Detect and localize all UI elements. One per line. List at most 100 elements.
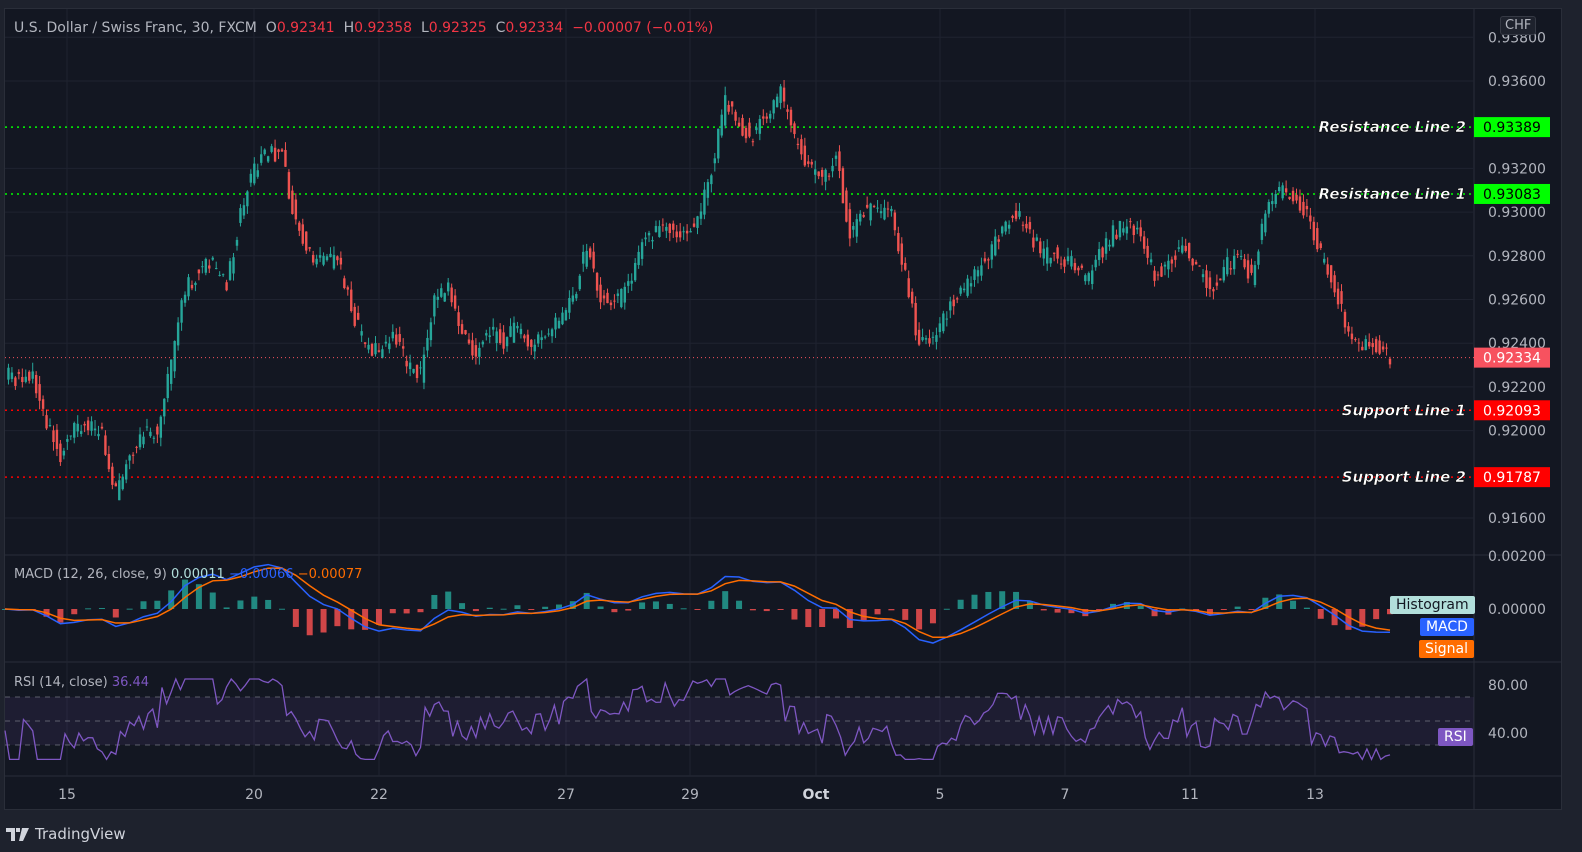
macd-histogram-bar bbox=[791, 609, 798, 620]
candle-body bbox=[370, 343, 374, 356]
candle-body bbox=[983, 258, 987, 262]
candle-body bbox=[865, 204, 869, 208]
candle-body bbox=[571, 295, 575, 302]
candle-body bbox=[1232, 255, 1236, 270]
tradingview-logo: TradingView bbox=[6, 825, 126, 843]
candle-body bbox=[841, 168, 845, 204]
candle-body bbox=[1094, 259, 1097, 268]
candle-body bbox=[1323, 258, 1326, 263]
candle-body bbox=[149, 431, 152, 437]
macd-histogram-bar bbox=[1054, 609, 1061, 613]
candle-body bbox=[1243, 258, 1246, 268]
candle-body bbox=[949, 301, 952, 311]
candle-body bbox=[543, 336, 547, 338]
candle-body bbox=[48, 425, 52, 427]
candle-body bbox=[111, 466, 114, 485]
candle-body bbox=[935, 335, 938, 342]
candle-body bbox=[346, 287, 349, 290]
candle-body bbox=[717, 128, 720, 159]
candle-body bbox=[215, 268, 218, 270]
candle-body bbox=[1284, 188, 1288, 193]
macd-histogram-bar bbox=[971, 594, 978, 609]
candle-body bbox=[973, 269, 976, 280]
candle-body bbox=[616, 293, 620, 296]
macd-histogram-bar bbox=[888, 609, 895, 611]
candle-body bbox=[97, 433, 100, 437]
candle-body bbox=[647, 232, 651, 236]
macd-histogram-bar bbox=[929, 609, 936, 624]
candle-body bbox=[260, 154, 263, 163]
candle-body bbox=[138, 434, 142, 448]
macd-histogram-bar bbox=[1206, 609, 1213, 615]
macd-axis-label: 0.00200 bbox=[1488, 549, 1546, 565]
candle-body bbox=[1007, 224, 1011, 229]
level-label: Resistance Line 2 bbox=[1319, 118, 1466, 136]
candle-body bbox=[682, 231, 685, 233]
candle-body bbox=[381, 349, 384, 358]
candle-body bbox=[1032, 237, 1035, 248]
candle-body bbox=[388, 343, 391, 350]
candle-body bbox=[83, 423, 86, 426]
candle-body bbox=[440, 288, 443, 297]
candle-body bbox=[66, 439, 69, 442]
candle-body bbox=[426, 337, 429, 351]
candle-body bbox=[585, 250, 588, 267]
candle-body bbox=[1167, 260, 1170, 270]
level-price-label: 0.92093 bbox=[1483, 403, 1541, 419]
macd-histogram-bar bbox=[902, 609, 909, 620]
close-value: 0.92334 bbox=[505, 20, 564, 36]
candle-body bbox=[21, 377, 24, 383]
candle-body bbox=[557, 320, 561, 329]
candle-body bbox=[530, 339, 533, 347]
candle-body bbox=[706, 182, 710, 198]
candle-body bbox=[685, 230, 689, 234]
candle-body bbox=[481, 341, 485, 345]
change-value: −0.00007 (−0.01%) bbox=[572, 20, 714, 36]
candle-body bbox=[280, 149, 284, 152]
candle-body bbox=[672, 223, 675, 230]
macd-histogram-bar bbox=[722, 591, 729, 609]
candle-body bbox=[1063, 259, 1066, 267]
candle-body bbox=[599, 284, 602, 303]
candle-body bbox=[305, 231, 308, 251]
candle-body bbox=[398, 334, 401, 342]
macd-histogram-bar bbox=[611, 609, 618, 613]
candle-body bbox=[914, 302, 917, 336]
candle-body bbox=[1208, 277, 1212, 290]
candle-body bbox=[990, 244, 994, 260]
candle-body bbox=[592, 251, 595, 269]
candle-body bbox=[772, 100, 775, 114]
candle-body bbox=[31, 371, 34, 379]
candle-body bbox=[834, 155, 838, 159]
candle-body bbox=[793, 123, 796, 135]
candle-body bbox=[1201, 274, 1205, 278]
candle-body bbox=[620, 288, 623, 308]
candle-body bbox=[107, 453, 111, 470]
candle-body bbox=[45, 415, 48, 429]
macd-histogram-bar bbox=[98, 607, 105, 609]
candle-body bbox=[609, 302, 613, 306]
candle-body bbox=[1025, 223, 1028, 229]
candle-body bbox=[294, 199, 298, 220]
macd-histogram-bar bbox=[514, 605, 521, 609]
candle-body bbox=[100, 426, 104, 429]
currency-button[interactable]: CHF bbox=[1500, 16, 1537, 35]
candle-body bbox=[928, 338, 931, 344]
candle-body bbox=[412, 368, 415, 373]
candle-body bbox=[512, 322, 516, 343]
rsi-axis-label: 40.00 bbox=[1488, 726, 1528, 742]
candle-body bbox=[938, 323, 942, 333]
candle-body bbox=[277, 149, 280, 152]
candle-body bbox=[734, 111, 737, 121]
candle-body bbox=[1108, 244, 1111, 247]
candle-body bbox=[845, 190, 848, 222]
candle-body bbox=[810, 161, 813, 165]
candle-body bbox=[848, 209, 852, 239]
candle-body bbox=[408, 362, 412, 370]
candle-body bbox=[218, 274, 221, 276]
macd-histogram-bar bbox=[556, 604, 562, 609]
candle-body bbox=[1177, 247, 1180, 249]
macd-histogram-bar bbox=[1234, 606, 1241, 609]
level-label: Resistance Line 1 bbox=[1319, 185, 1466, 203]
